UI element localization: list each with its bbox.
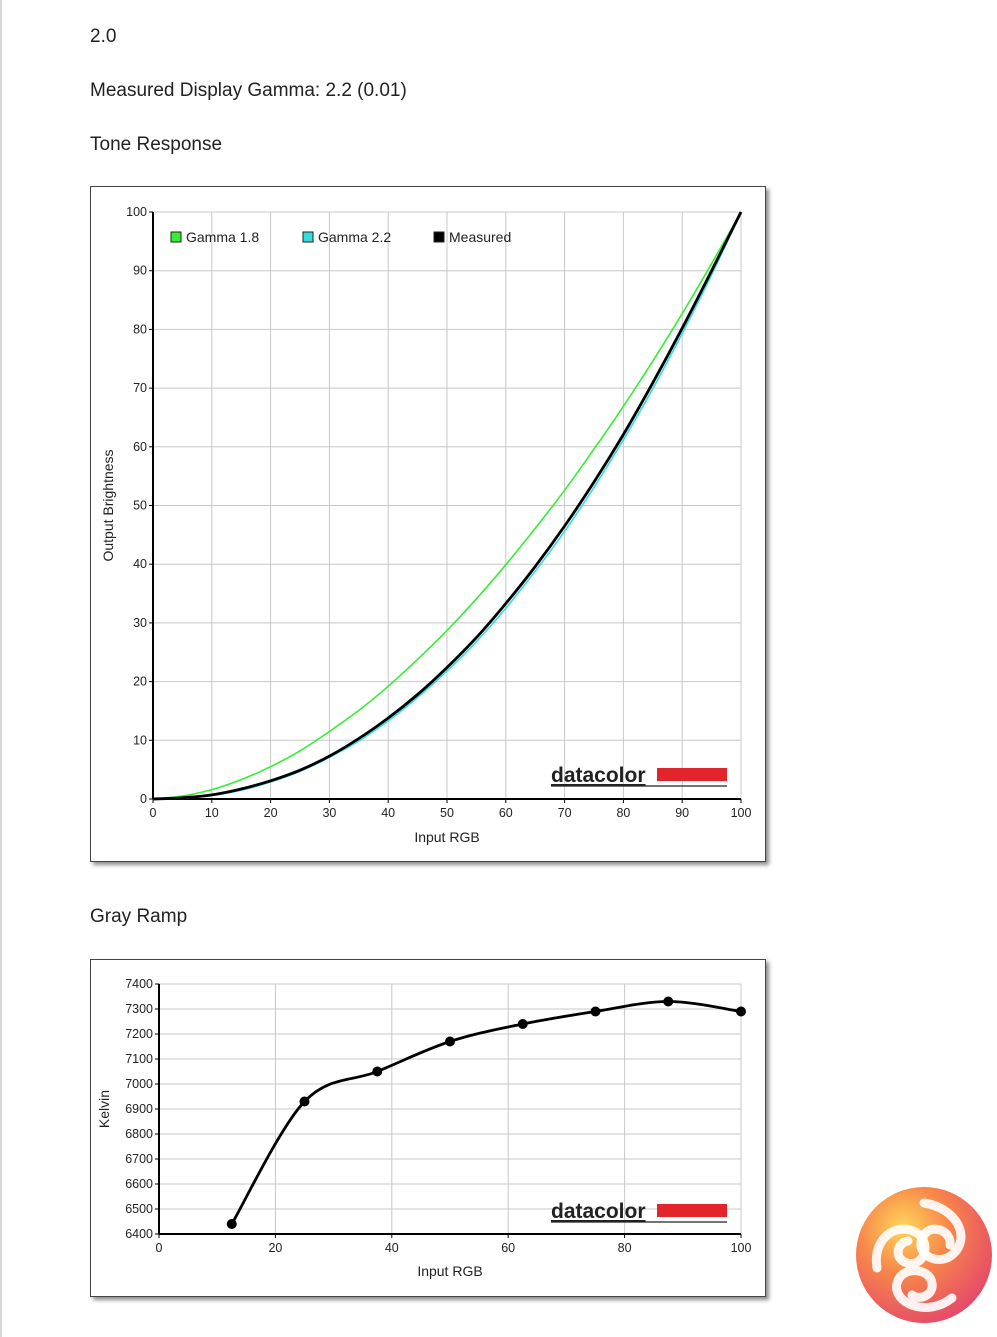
y-tick-label: 7000: [125, 1077, 153, 1091]
kelvin-point: [517, 1019, 528, 1029]
y-tick-label: 30: [133, 616, 147, 630]
kelvin-line: [230, 1000, 742, 1225]
kelvin-point: [590, 1006, 601, 1017]
kelvin-point: [226, 1219, 237, 1229]
y-axis-title: Kelvin: [96, 1090, 112, 1128]
y-tick-label: 90: [133, 264, 147, 278]
x-tick-label: 20: [268, 1241, 282, 1255]
y-tick-label: 6900: [125, 1102, 153, 1116]
y-tick-label: 7100: [125, 1052, 153, 1066]
series-line-gamma-1-8: [152, 211, 742, 800]
site-logo: [852, 1183, 997, 1328]
datacolor-logo-text: datacolor: [551, 764, 646, 787]
x-tick-label: 100: [731, 806, 752, 820]
x-tick-label: 0: [156, 1241, 163, 1255]
y-tick-label: 20: [133, 675, 147, 689]
x-tick-label: 80: [616, 806, 630, 820]
tone-response-chart: 0 10 20 30 40 50 60 70 80 90 100 0 10 20 30 40 50 60 70 80 9…: [100, 205, 752, 845]
x-tick-label: 70: [558, 806, 572, 820]
x-tick-label: 0: [150, 806, 157, 820]
legend-swatch-measured: [433, 231, 445, 243]
x-tick-label: 60: [501, 1241, 515, 1255]
y-tick-label: 7400: [125, 977, 153, 991]
legend-swatch-gamma-1-8: [170, 231, 182, 243]
y-axis-title: Output Brightness: [100, 449, 116, 561]
y-tick-label: 6400: [125, 1227, 153, 1241]
page-left-border: [0, 0, 2, 1337]
kelvin-point: [299, 1096, 310, 1107]
legend-label-gamma-1-8: Gamma 1.8: [186, 229, 259, 245]
tone-response-chart-panel: 0 10 20 30 40 50 60 70 80 90 100 0 10 20 30 40 50 60 70 80 9…: [90, 186, 766, 862]
x-tick-label: 90: [675, 806, 689, 820]
y-tick-label: 6500: [125, 1202, 153, 1216]
legend-swatch-gamma-2-2: [302, 231, 314, 243]
tone-response-heading: Tone Response: [90, 134, 223, 155]
x-tick-label: 20: [264, 806, 278, 820]
x-tick-label: 80: [618, 1241, 632, 1255]
kelvin-point: [445, 1036, 455, 1047]
x-tick-label: 10: [205, 806, 219, 820]
kelvin-point: [736, 1006, 746, 1017]
legend-label-gamma-2-2: Gamma 2.2: [318, 229, 391, 245]
y-tick-label: 6800: [125, 1127, 153, 1141]
legend-label-measured: Measured: [449, 229, 511, 245]
gamma-value-heading: 2.0: [90, 26, 117, 47]
y-tick-label: 6600: [125, 1177, 153, 1191]
x-tick-label: 100: [731, 1241, 752, 1255]
x-tick-label: 40: [381, 806, 395, 820]
datacolor-logo-bar: [657, 1204, 727, 1217]
kelvin-point: [372, 1066, 383, 1077]
y-tick-label: 50: [133, 499, 147, 513]
y-tick-label: 100: [126, 205, 147, 219]
y-tick-label: 10: [133, 733, 147, 747]
x-axis-title: Input RGB: [414, 829, 479, 845]
datacolor-logo-text: datacolor: [551, 1200, 646, 1223]
y-tick-label: 40: [133, 557, 147, 571]
x-tick-label: 60: [499, 806, 513, 820]
y-tick-label: 0: [140, 792, 147, 806]
y-tick-label: 7200: [125, 1027, 153, 1041]
gray-ramp-chart-panel: 0 20 40 60 80 100 6400 6500 6600 6700 6800 6900 7000…: [90, 959, 766, 1297]
x-axis-title: Input RGB: [417, 1263, 482, 1279]
y-tick-label: 80: [133, 322, 147, 336]
x-tick-label: 30: [322, 806, 336, 820]
x-tick-label: 50: [440, 806, 454, 820]
y-tick-label: 70: [133, 381, 147, 395]
datacolor-logo-bar: [657, 768, 727, 781]
measured-gamma-text: Measured Display Gamma: 2.2 (0.01): [90, 80, 407, 101]
series-line-measured: [152, 211, 743, 801]
y-tick-label: 60: [133, 440, 147, 454]
y-tick-label: 7300: [125, 1002, 153, 1016]
gray-ramp-chart: 0 20 40 60 80 100 6400 6500 6600 6700 6800 6900 7000…: [96, 977, 752, 1279]
x-tick-label: 40: [385, 1241, 399, 1255]
gray-ramp-heading: Gray Ramp: [90, 906, 188, 927]
kelvin-point: [663, 996, 674, 1007]
y-tick-label: 6700: [125, 1152, 153, 1166]
